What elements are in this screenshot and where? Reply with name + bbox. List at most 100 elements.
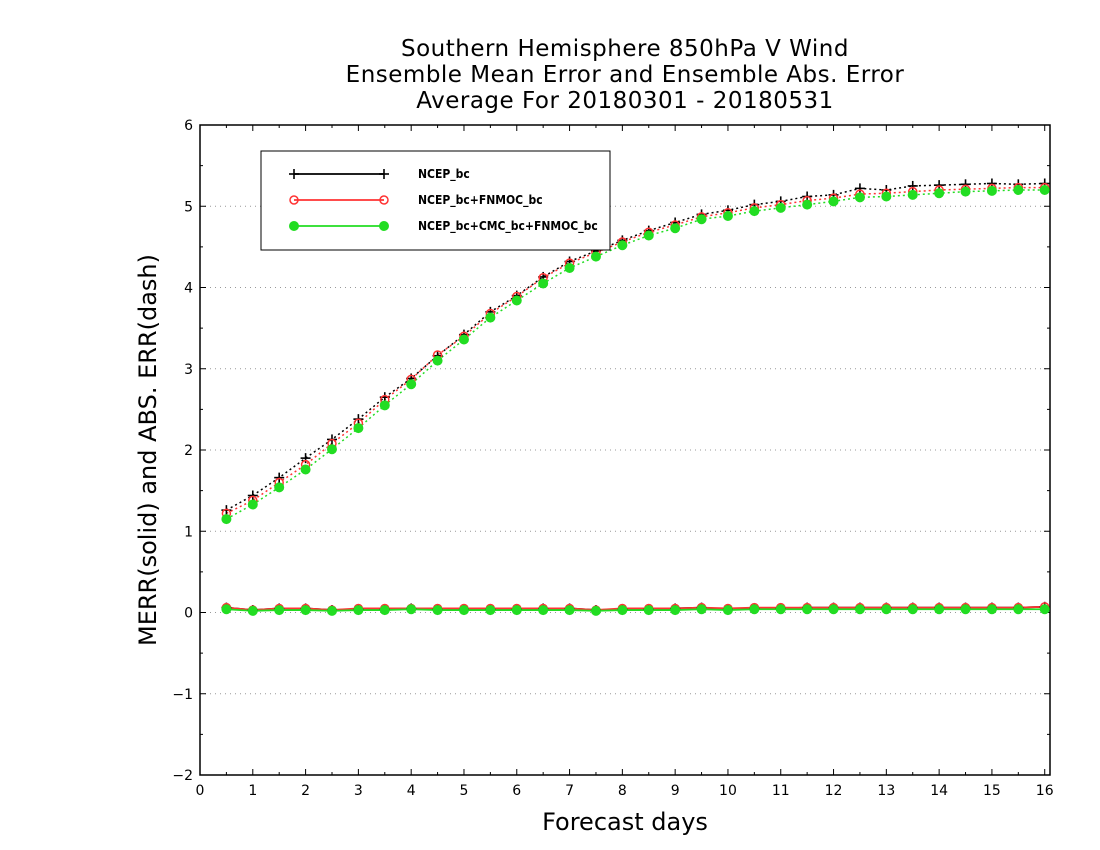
y-axis-label: MERR(solid) and ABS. ERR(dash) — [134, 254, 162, 646]
mean-err-point — [986, 604, 997, 615]
abs-err-point — [300, 453, 311, 464]
y-tick-label: 6 — [184, 118, 193, 134]
abs-err-point — [986, 185, 997, 196]
mean-err-point — [643, 605, 654, 616]
y-tick-label: 3 — [184, 362, 193, 378]
mean-err-point — [353, 605, 364, 616]
abs-err-point — [379, 400, 390, 411]
abs-err-point — [775, 202, 786, 213]
abs-err-point — [247, 499, 258, 510]
abs-err-point — [854, 183, 865, 194]
abs-err-point — [538, 278, 549, 289]
y-tick-label: 5 — [184, 199, 193, 215]
abs-err-point — [326, 444, 337, 455]
x-tick-label: 14 — [930, 783, 948, 799]
y-tick-label: 2 — [184, 443, 193, 459]
mean-err-point — [406, 604, 417, 615]
chart-title-line-3: Average For 20180301 - 20180531 — [416, 88, 834, 114]
mean-err-point — [300, 605, 311, 616]
abs-err-point — [696, 214, 707, 225]
mean-err-point — [274, 605, 285, 616]
mean-err-point — [1013, 604, 1024, 615]
mean-err-point — [749, 604, 760, 615]
x-tick-label: 8 — [618, 783, 627, 799]
mean-err-point — [564, 605, 575, 616]
x-tick-label: 13 — [877, 783, 895, 799]
mean-err-line-3 — [226, 608, 1045, 612]
abs-err-point — [432, 355, 443, 366]
mean-err-point — [617, 605, 628, 616]
abs-err-point — [802, 199, 813, 210]
abs-err-point — [300, 464, 311, 475]
mean-err-point — [326, 605, 337, 616]
mean-err-point — [590, 605, 601, 616]
abs-err-point — [247, 490, 258, 501]
legend-marker — [379, 169, 389, 179]
legend-marker — [379, 221, 389, 231]
mean-err-point — [802, 604, 813, 615]
abs-err-point — [274, 482, 285, 493]
abs-err-point — [564, 263, 575, 273]
x-tick-label: 5 — [460, 783, 469, 799]
y-tick-label: −2 — [172, 768, 193, 784]
x-tick-label: 12 — [825, 783, 843, 799]
legend-marker — [379, 195, 389, 205]
mean-err-point — [221, 604, 232, 615]
chart-title-line-1: Southern Hemisphere 850hPa V Wind — [401, 36, 849, 62]
mean-err-point — [960, 604, 971, 615]
y-tick-label: 0 — [184, 606, 193, 622]
x-tick-label: 3 — [354, 783, 363, 799]
abs-err-point — [670, 223, 681, 234]
abs-err-point — [934, 188, 945, 199]
x-tick-label: 4 — [407, 783, 416, 799]
mean-err-point — [511, 605, 522, 616]
legend-marker — [289, 221, 299, 231]
abs-err-point — [458, 334, 469, 345]
abs-err-point — [960, 186, 971, 197]
abs-err-point — [511, 295, 522, 306]
abs-err-point — [1013, 185, 1024, 195]
legend-label: NCEP_bc+FNMOC_bc — [418, 193, 543, 208]
abs-err-point — [1039, 185, 1050, 195]
mean-err-point — [881, 604, 892, 615]
mean-err-point — [538, 605, 549, 616]
abs-err-point — [221, 514, 232, 525]
abs-err-point — [907, 189, 918, 200]
x-tick-label: 9 — [671, 783, 680, 799]
mean-err-point — [458, 605, 469, 616]
abs-err-point — [617, 240, 628, 251]
mean-err-point — [485, 605, 496, 616]
mean-err-point — [775, 604, 786, 615]
mean-err-point — [432, 605, 443, 616]
abs-err-point — [828, 196, 839, 207]
x-axis-label: Forecast days — [542, 808, 708, 836]
x-tick-label: 11 — [772, 783, 790, 799]
mean-err-point — [696, 604, 707, 615]
abs-err-point — [907, 180, 918, 191]
x-tick-label: 15 — [983, 783, 1001, 799]
abs-err-point — [722, 211, 733, 221]
mean-err-point — [1039, 604, 1050, 615]
abs-err-point — [749, 206, 760, 217]
abs-err-point — [881, 191, 892, 202]
abs-err-point — [643, 230, 654, 241]
abs-err-point — [406, 379, 417, 390]
mean-err-point — [247, 605, 258, 616]
mean-err-point — [907, 604, 918, 615]
abs-err-point — [353, 423, 364, 434]
legend-label: NCEP_bc — [418, 167, 470, 182]
mean-err-point — [670, 605, 681, 616]
abs-err-point — [485, 312, 496, 323]
y-tick-label: 4 — [184, 281, 193, 297]
mean-err-point — [934, 604, 945, 615]
abs-err-point — [854, 192, 865, 203]
y-tick-label: 1 — [184, 524, 193, 540]
legend-label: NCEP_bc+CMC_bc+FNMOC_bc — [418, 219, 598, 234]
abs-err-point — [590, 251, 601, 262]
mean-err-point — [379, 605, 390, 616]
x-tick-label: 1 — [248, 783, 257, 799]
chart-title-line-2: Ensemble Mean Error and Ensemble Abs. Er… — [345, 62, 905, 88]
y-tick-label: −1 — [172, 687, 193, 703]
